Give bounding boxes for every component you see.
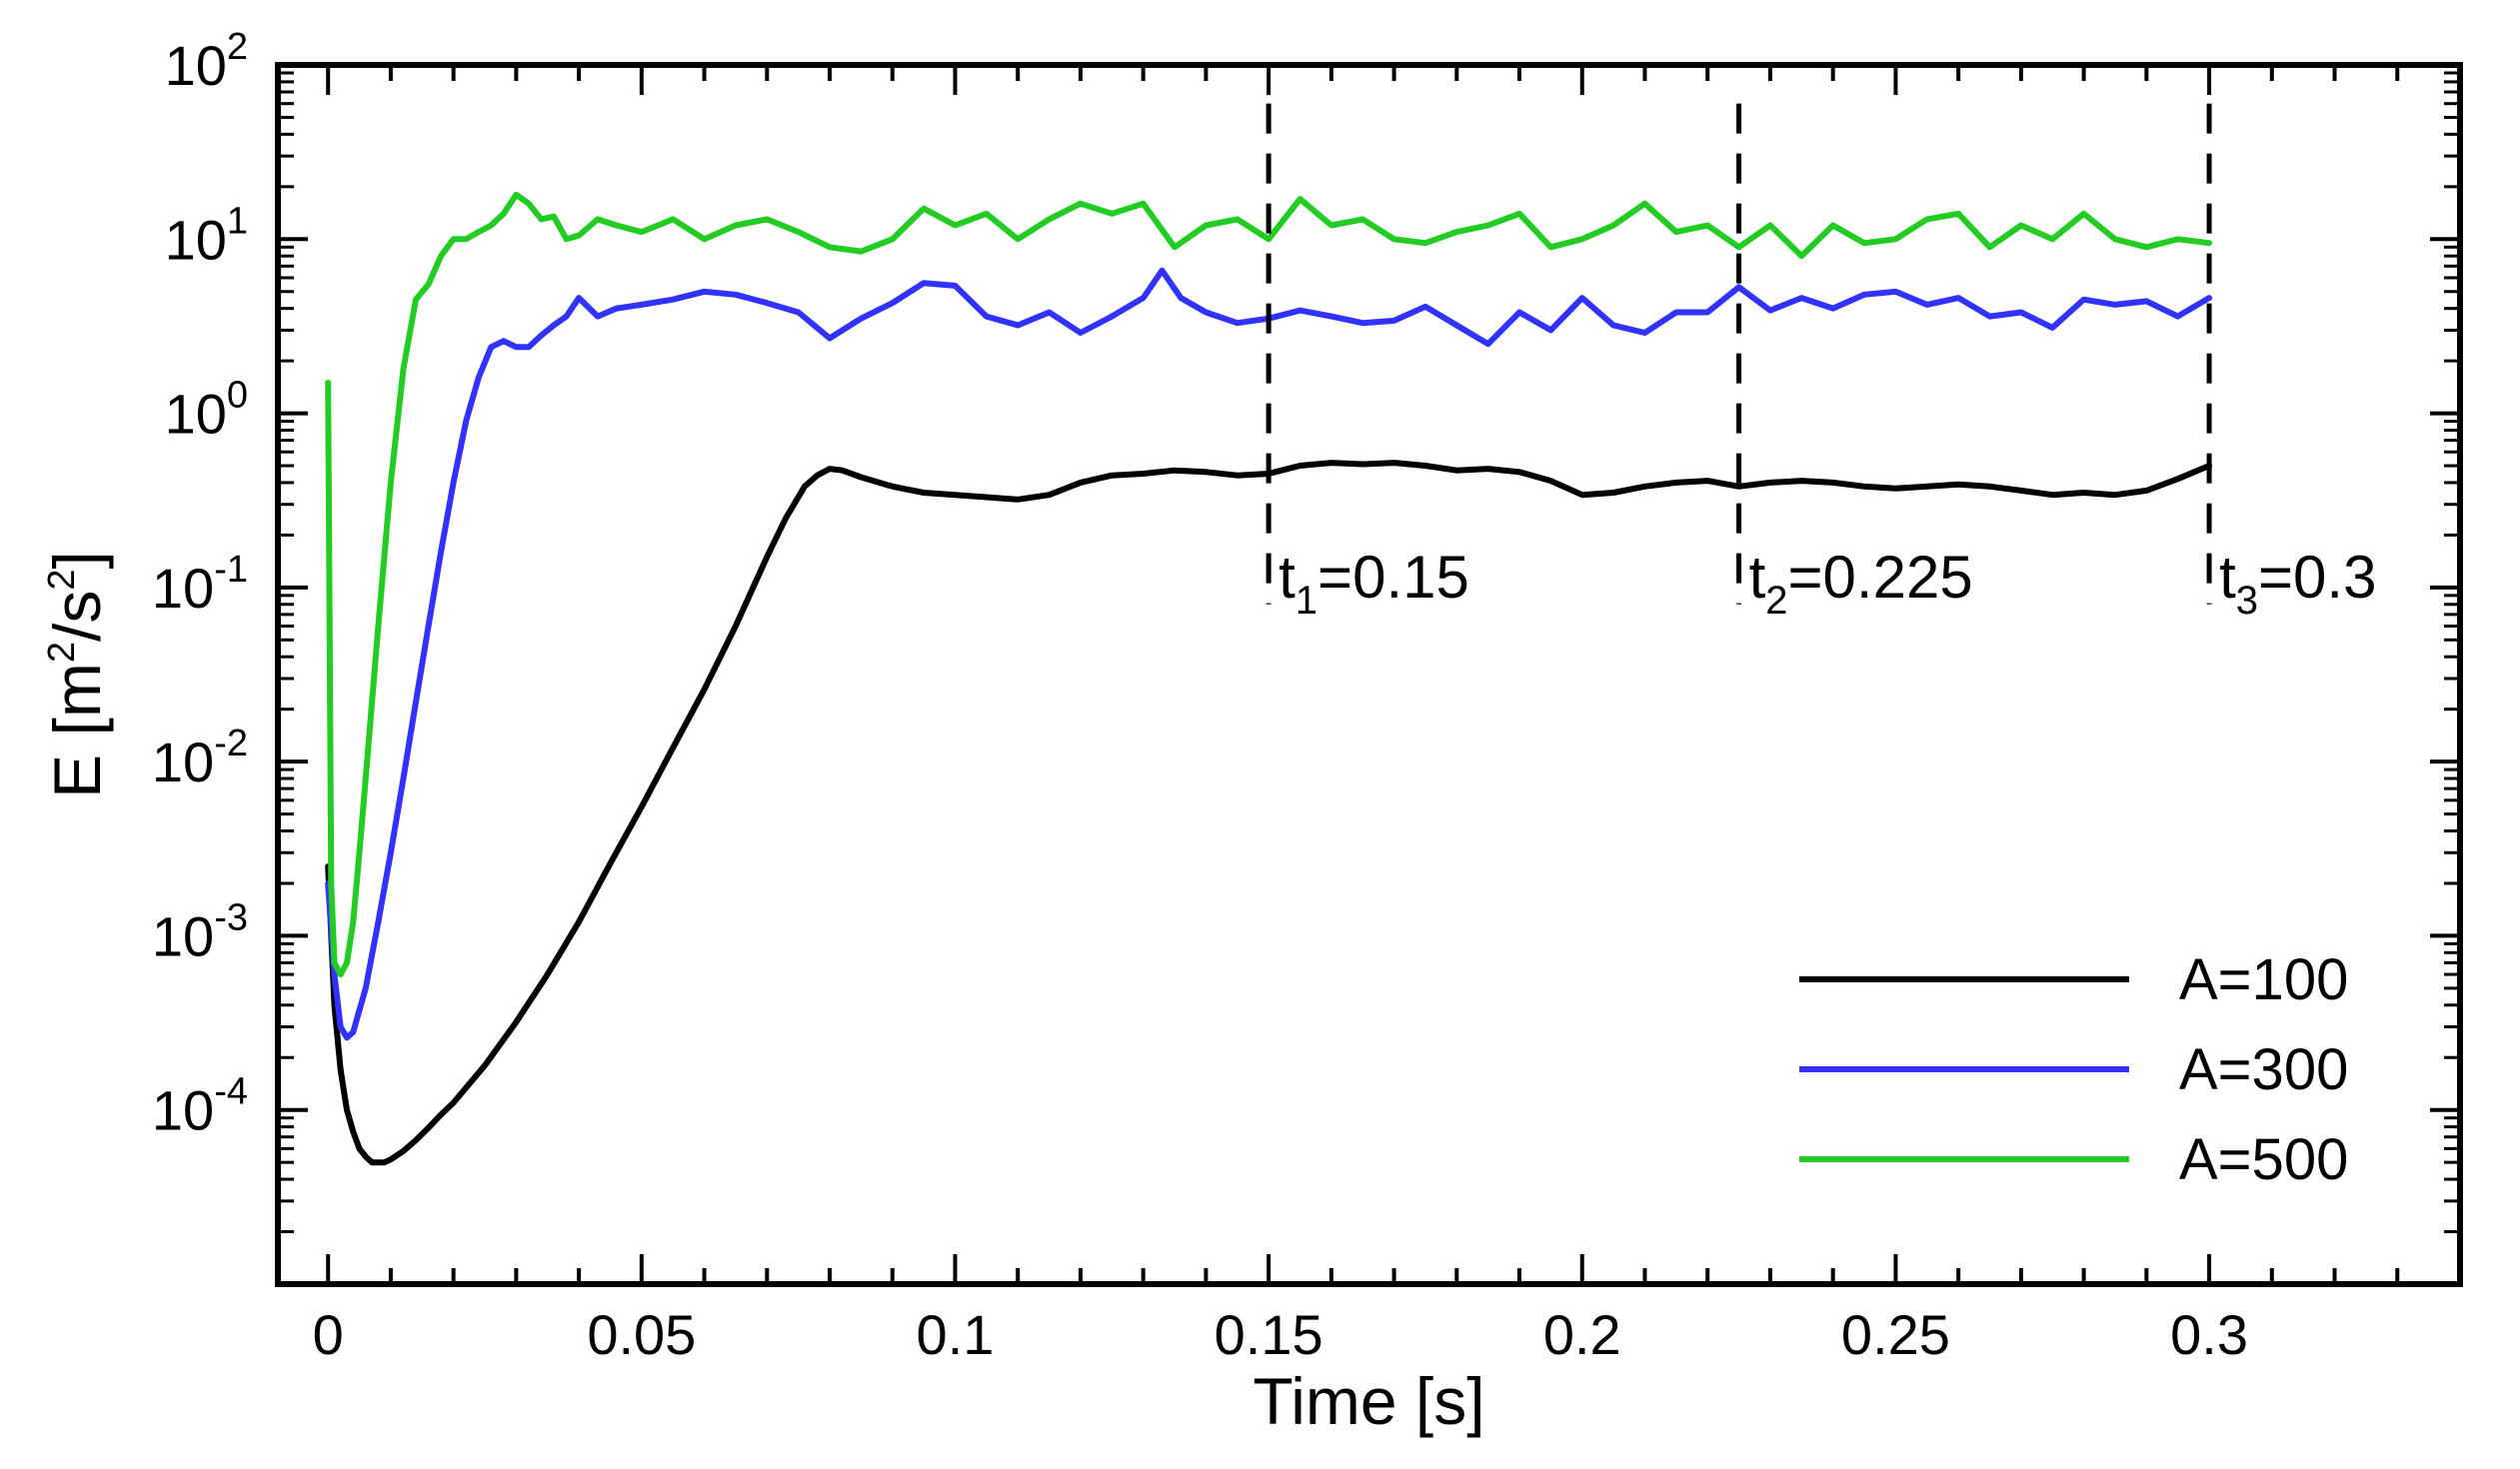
y-tick-base: 10 bbox=[152, 557, 214, 620]
y-tick-exp: -2 bbox=[214, 723, 248, 764]
y-tick-label: 101 bbox=[165, 200, 248, 271]
y-tick-exp: -1 bbox=[214, 549, 248, 591]
y-tick-label: 10-4 bbox=[152, 1071, 248, 1142]
time-markers: t1=0.15 t2=0.225 t3=0.3 bbox=[1265, 103, 2376, 623]
y-tick-exp: -3 bbox=[214, 896, 248, 938]
y-tick-base: 10 bbox=[152, 904, 214, 967]
y-label-base: E [m bbox=[40, 663, 114, 798]
y-tick-label: 100 bbox=[165, 375, 248, 446]
marker-label-base: t bbox=[2219, 544, 2236, 611]
y-tick-base: 10 bbox=[165, 383, 227, 446]
y-tick-label: 102 bbox=[165, 26, 248, 97]
x-tick-label: 0 bbox=[313, 1303, 344, 1366]
y-tick-base: 10 bbox=[165, 208, 227, 271]
marker-label-base: t bbox=[1278, 544, 1295, 611]
y-tick-exp: 1 bbox=[227, 200, 248, 242]
marker-label-sub: 1 bbox=[1295, 579, 1317, 623]
x-tick-labels: 0 0.05 0.1 0.15 0.2 0.25 0.3 bbox=[313, 1303, 2248, 1366]
legend-label: A=100 bbox=[2179, 947, 2348, 1012]
y-tick-label: 10-3 bbox=[152, 896, 248, 967]
y-label-end: ] bbox=[40, 551, 114, 569]
marker-label-sub: 3 bbox=[2236, 579, 2258, 623]
series-line-a-100 bbox=[325, 460, 2213, 1166]
plot-frame bbox=[275, 62, 2463, 1287]
y-tick-label: 10-2 bbox=[152, 723, 248, 793]
legend-label: A=300 bbox=[2179, 1037, 2348, 1102]
marker-label-base: t bbox=[1749, 544, 1766, 611]
y-label-mid: /s bbox=[40, 591, 114, 642]
series-line-a-500 bbox=[325, 191, 2213, 978]
y-label-exp2: 2 bbox=[41, 570, 83, 591]
series-layer bbox=[325, 191, 2213, 1166]
marker-label-value: =0.3 bbox=[2258, 544, 2376, 611]
marker-label-sub: 2 bbox=[1765, 579, 1787, 623]
y-tick-base: 10 bbox=[152, 1079, 214, 1142]
x-tick-label: 0.05 bbox=[587, 1303, 696, 1366]
x-tick-label: 0.2 bbox=[1543, 1303, 1621, 1366]
marker-label-1: t1=0.15 bbox=[1278, 544, 1469, 623]
x-axis-label: Time [s] bbox=[1253, 1364, 1484, 1438]
y-axis-label: E [m2/s2] bbox=[40, 551, 114, 798]
marker-label-3: t3=0.3 bbox=[2219, 544, 2376, 623]
y-tick-exp: 0 bbox=[227, 375, 248, 417]
y-label-exp1: 2 bbox=[41, 642, 83, 663]
y-tick-label: 10-1 bbox=[152, 549, 248, 620]
x-tick-label: 0.15 bbox=[1215, 1303, 1323, 1366]
marker-label-value: =0.15 bbox=[1317, 544, 1469, 611]
marker-label-value: =0.225 bbox=[1788, 544, 1973, 611]
x-tick-label: 0.1 bbox=[917, 1303, 995, 1366]
marker-label-2: t2=0.225 bbox=[1749, 544, 1973, 623]
legend: A=100 A=300 A=500 bbox=[1799, 947, 2348, 1192]
y-tick-exp: 2 bbox=[227, 26, 248, 68]
series-line-a-300 bbox=[325, 267, 2213, 1041]
legend-label: A=500 bbox=[2179, 1127, 2348, 1192]
y-tick-base: 10 bbox=[152, 731, 214, 793]
y-tick-exp: -4 bbox=[214, 1071, 248, 1113]
x-tick-label: 0.3 bbox=[2170, 1303, 2248, 1366]
y-tick-base: 10 bbox=[165, 34, 227, 97]
x-tick-label: 0.25 bbox=[1841, 1303, 1950, 1366]
